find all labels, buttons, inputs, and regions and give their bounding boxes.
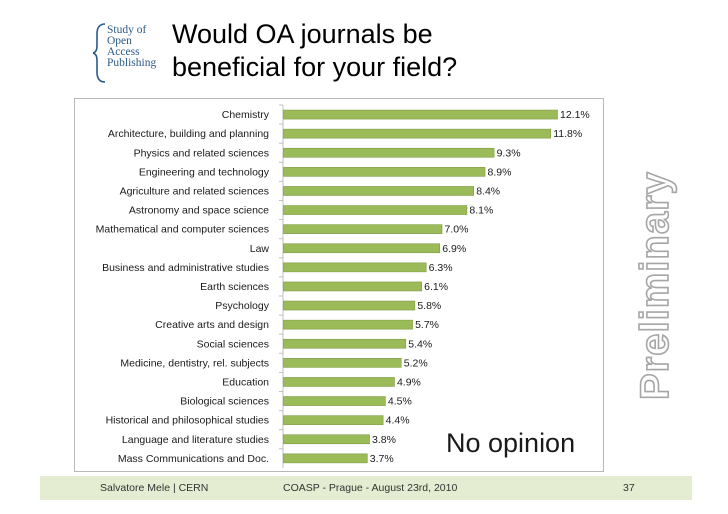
- bar: [283, 377, 395, 387]
- category-label: Historical and philosophical studies: [106, 415, 269, 427]
- data-label: 3.7%: [370, 453, 394, 465]
- study-of-open-access-publishing-logo: Study of Open Access Publishing: [93, 22, 161, 84]
- slide-title-line-1: Would OA journals be: [172, 19, 433, 49]
- data-label: 8.1%: [469, 205, 493, 217]
- slide-title: Would OA journals be beneficial for your…: [172, 18, 457, 84]
- preliminary-watermark: Preliminary: [632, 170, 678, 400]
- logo-brace-icon: [93, 23, 106, 83]
- bar: [283, 243, 441, 254]
- bar: [283, 434, 370, 445]
- data-label: 8.9%: [488, 166, 512, 178]
- category-label: Architecture, building and planning: [108, 128, 269, 140]
- bar: [283, 186, 475, 196]
- category-label: Language and literature studies: [122, 434, 269, 446]
- bar: [283, 224, 443, 234]
- category-label: Law: [250, 243, 270, 255]
- data-label: 5.2%: [404, 357, 428, 369]
- bar: [283, 167, 486, 177]
- bar: [283, 319, 413, 330]
- data-label: 5.8%: [417, 300, 441, 312]
- category-label: Biological sciences: [180, 396, 269, 408]
- bar: [283, 358, 402, 368]
- data-label: 9.3%: [497, 147, 521, 159]
- category-label: Education: [222, 376, 269, 388]
- category-label: Astronomy and space science: [129, 205, 269, 217]
- bar: [283, 205, 468, 215]
- data-label: 7.0%: [445, 224, 469, 236]
- category-label: Psychology: [215, 300, 269, 312]
- data-label: 4.9%: [397, 376, 421, 388]
- bar: [283, 109, 558, 120]
- bar: [283, 338, 407, 349]
- logo-line-4: Publishing: [107, 57, 157, 69]
- category-label: Engineering and technology: [139, 166, 270, 178]
- bar: [283, 281, 422, 292]
- category-label: Business and administrative studies: [102, 262, 269, 274]
- category-label: Creative arts and design: [155, 319, 269, 331]
- chart-frame: Chemistry 12.1% Architecture, building and…: [74, 98, 604, 472]
- data-label: 3.8%: [372, 434, 396, 446]
- no-opinion-annotation: No opinion: [444, 426, 578, 460]
- data-label: 8.4%: [476, 185, 500, 197]
- category-label: Chemistry: [222, 109, 270, 121]
- footer-event: COASP - Prague - August 23rd, 2010: [283, 482, 458, 494]
- logo-line-3: Access: [107, 46, 140, 58]
- bar: [283, 396, 386, 406]
- bar: [283, 128, 552, 139]
- data-label: 12.1%: [560, 109, 590, 121]
- bar-chart: Chemistry 12.1% Architecture, building and…: [96, 104, 590, 468]
- category-label: Earth sciences: [200, 281, 269, 293]
- category-label: Physics and related sciences: [134, 147, 269, 159]
- bar: [283, 415, 384, 425]
- slide-title-line-2: beneficial for your field?: [172, 52, 458, 82]
- bar: [283, 262, 427, 273]
- category-label: Social sciences: [197, 338, 269, 350]
- bar: [283, 453, 368, 464]
- category-label: Mass Communications and Doc.: [118, 453, 269, 465]
- footer-page-number: 37: [623, 482, 635, 494]
- bar: [283, 147, 495, 158]
- footer-bar: Salvatore Mele | CERN COASP - Prague - A…: [40, 476, 692, 500]
- logo-line-2: Open: [107, 35, 132, 47]
- data-label: 4.4%: [386, 415, 410, 427]
- data-label: 5.7%: [415, 319, 439, 331]
- bar: [283, 300, 416, 311]
- data-label: 6.1%: [424, 281, 448, 293]
- logo-line-1: Study of: [107, 24, 147, 36]
- preliminary-watermark-text: Preliminary: [633, 171, 677, 400]
- category-label: Medicine, dentistry, rel. subjects: [120, 357, 269, 369]
- data-label: 6.3%: [429, 262, 453, 274]
- footer-author: Salvatore Mele | CERN: [100, 482, 209, 494]
- category-label: Agriculture and related sciences: [120, 185, 269, 197]
- data-label: 5.4%: [408, 338, 432, 350]
- category-label: Mathematical and computer sciences: [96, 224, 269, 236]
- data-label: 11.8%: [553, 128, 582, 140]
- data-label: 4.5%: [388, 396, 412, 408]
- data-label: 6.9%: [442, 243, 466, 255]
